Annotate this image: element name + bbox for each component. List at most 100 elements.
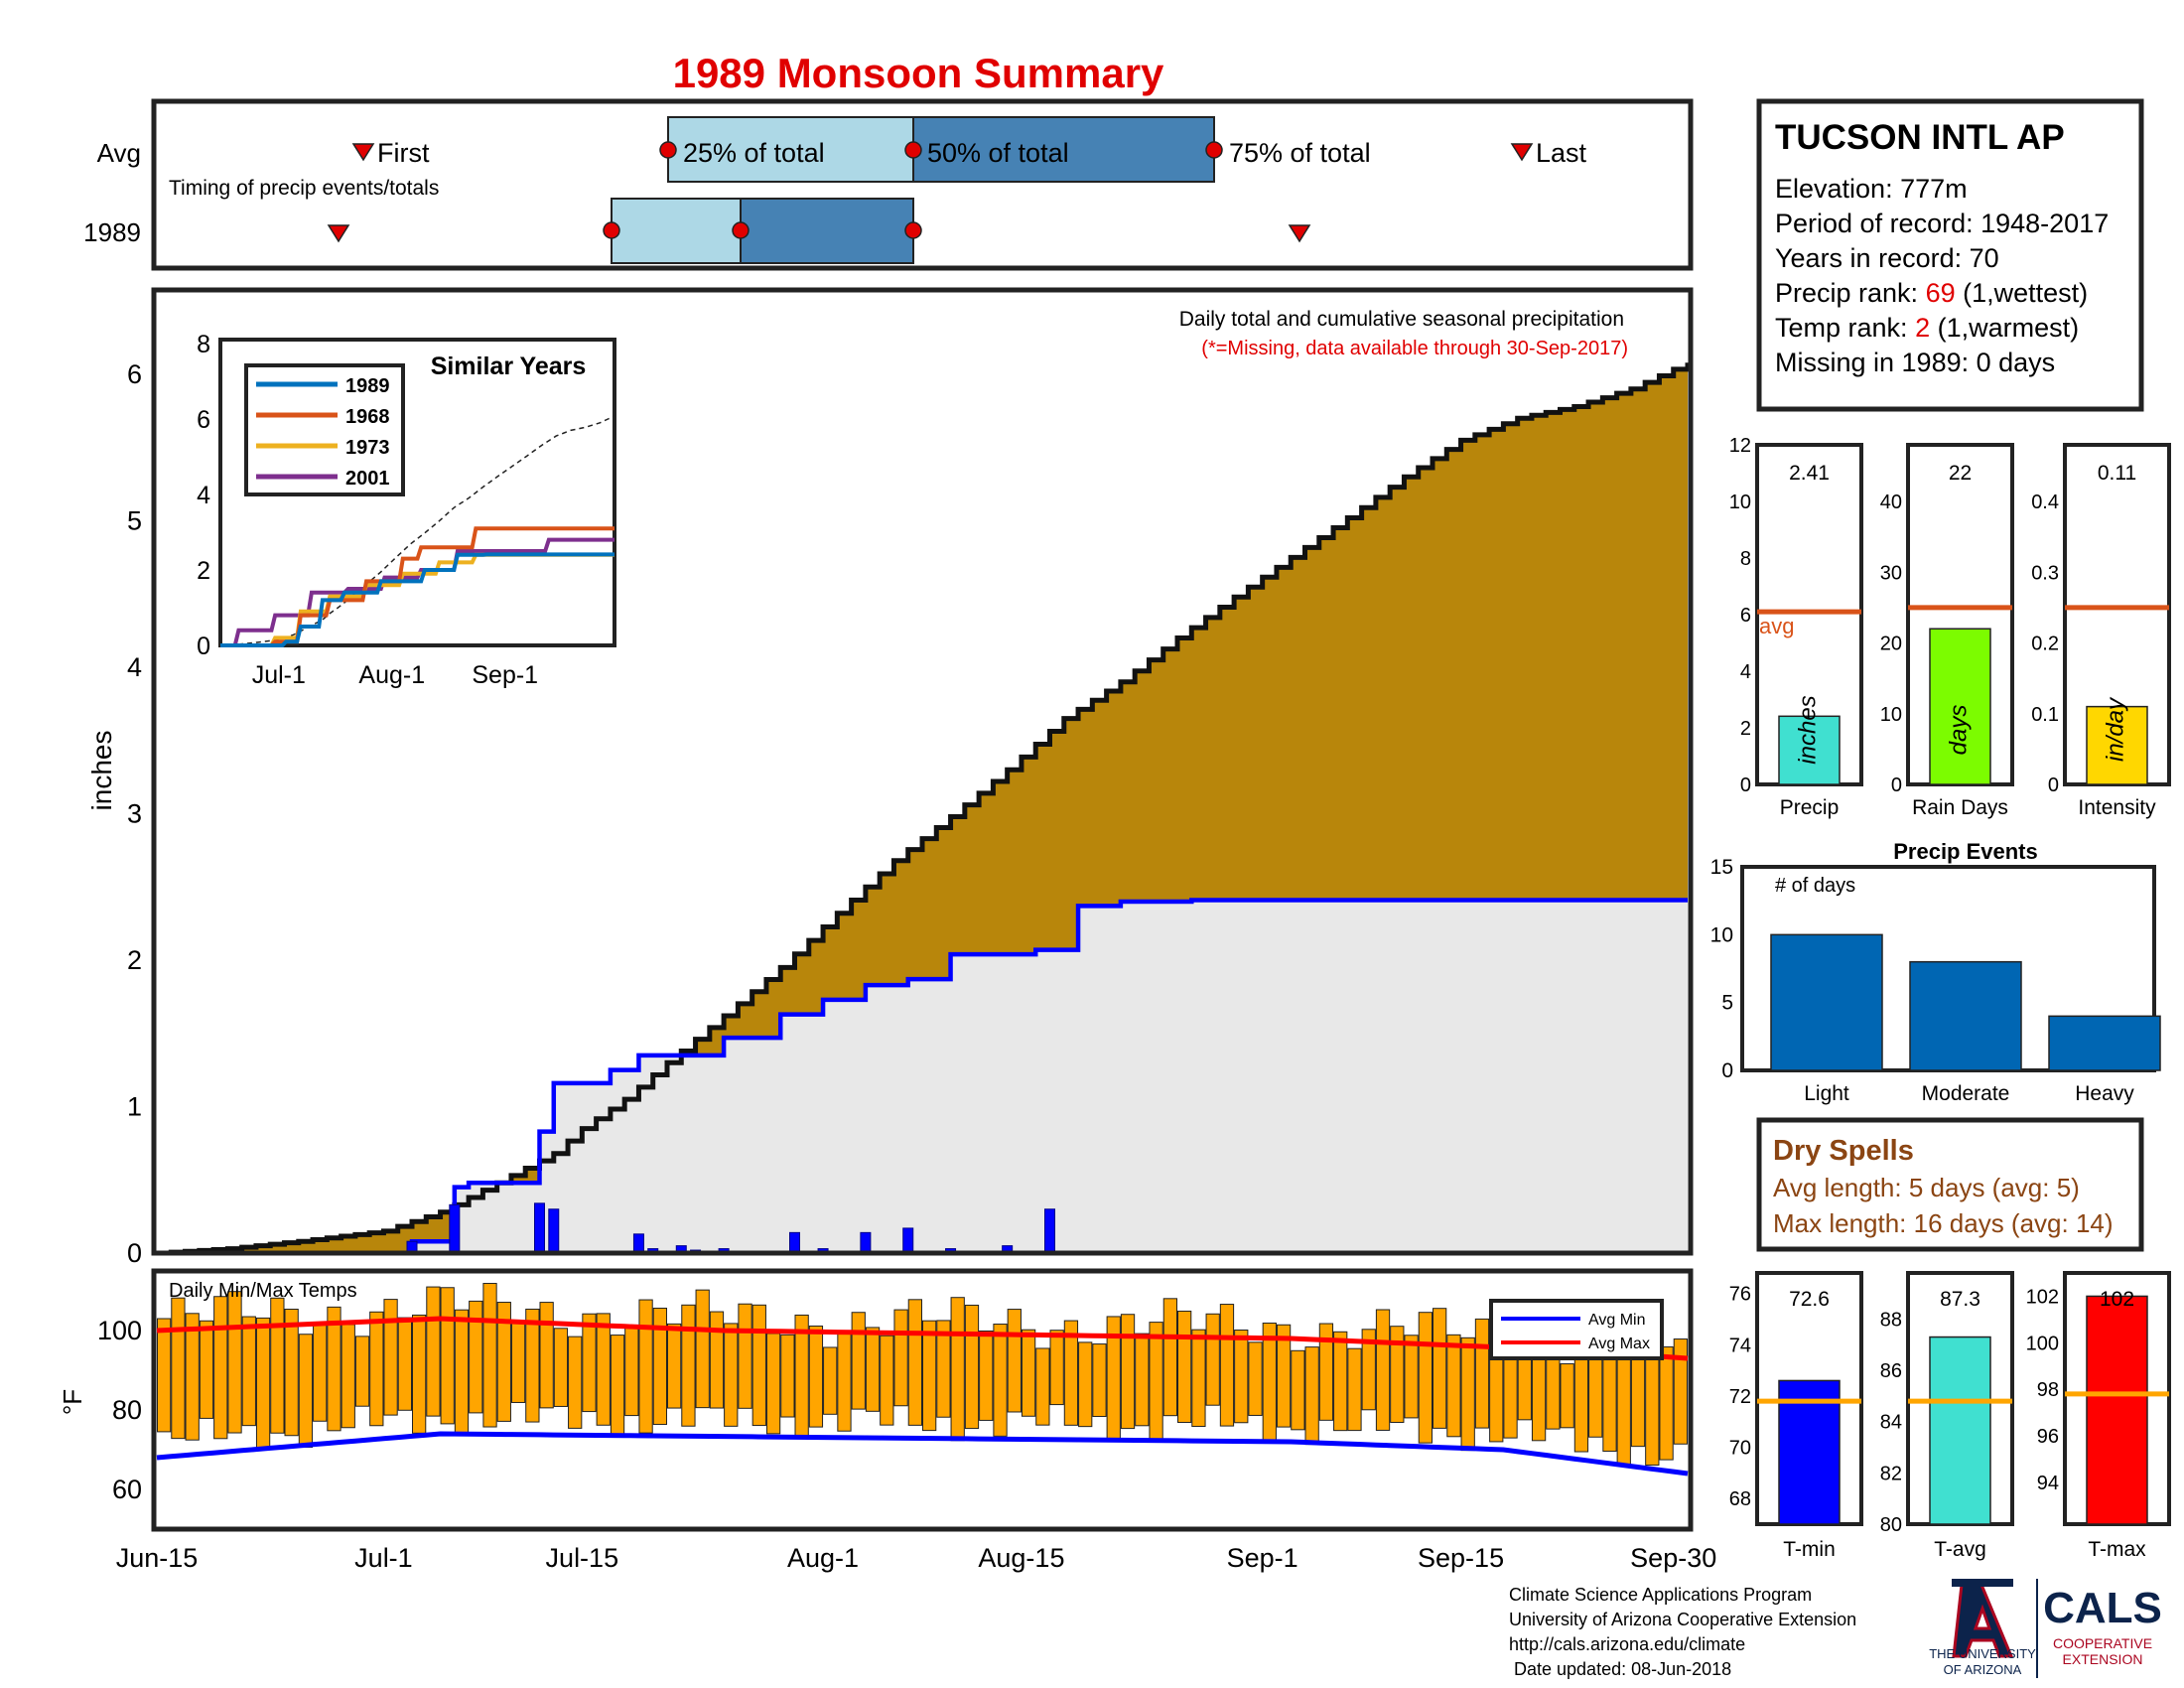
- inset-legend-1968: 1968: [345, 406, 390, 428]
- daily-precip-bar: [860, 1231, 872, 1254]
- daily-temp-bar: [596, 1313, 611, 1426]
- x-tick-label: Sep-30: [1630, 1543, 1716, 1573]
- timing-avg-p50-marker: [904, 141, 922, 159]
- y-tick-label: 2: [127, 945, 142, 975]
- daily-temp-bar: [681, 1304, 696, 1427]
- daily-temp-bar: [865, 1327, 881, 1412]
- precip-category-label: Precip: [1780, 796, 1840, 819]
- daily-temp-bar: [1262, 1323, 1277, 1442]
- daily-temp-bar: [936, 1320, 951, 1418]
- tmin-y-tick-label: 72: [1729, 1386, 1751, 1408]
- daily-temp-bar: [213, 1296, 228, 1440]
- y-tick-label: 5: [127, 506, 142, 536]
- inset-series-line-2001: [220, 537, 614, 647]
- daily-temp-bar: [327, 1306, 341, 1432]
- inset-x-tick-label: Jul-1: [252, 661, 306, 689]
- university-name-line-1: THE UNIVERSITY: [1929, 1646, 2036, 1661]
- precip-caption: Daily total and cumulative seasonal prec…: [1179, 308, 1624, 331]
- footer-credits: Climate Science Applications Program Uni…: [1509, 1585, 1856, 1679]
- daily-temp-bar: [808, 1325, 824, 1428]
- year-cumulative-line: [157, 898, 1688, 1256]
- timing-avg-50-75-box: [912, 116, 1215, 183]
- daily-temp-bar: [880, 1335, 894, 1426]
- raindays-frame: [1906, 443, 2014, 786]
- timing-p50-label: 50% of total: [927, 138, 1069, 168]
- daily-temp-bar: [1602, 1348, 1617, 1453]
- inset-y-tick-label: 4: [197, 482, 210, 509]
- x-tick-label: Aug-1: [787, 1543, 859, 1573]
- dry-spells-box: Dry Spells Avg length: 5 days (avg: 5) M…: [1756, 1117, 2144, 1252]
- daily-temp-bar: [624, 1325, 639, 1417]
- timing-avg-p25-marker: [659, 141, 677, 159]
- intensity-category-label: Intensity: [2078, 796, 2156, 819]
- daily-temp-bar: [738, 1303, 752, 1409]
- similar-years-inset: 0 2 4 6 8 Jul-1 Aug-1 Sep-1 Similar Years 1989 …: [197, 331, 616, 689]
- daily-temp-bar: [270, 1297, 285, 1434]
- daily-temp-bar: [1474, 1318, 1490, 1429]
- daily-temp-bar: [482, 1283, 497, 1428]
- station-name: TUCSON INTL AP: [1775, 118, 2065, 157]
- events-y-tick-label: 10: [1710, 923, 1733, 946]
- daily-temp-bar: [1162, 1298, 1177, 1417]
- raindays-value-bar: [1929, 628, 1991, 785]
- cals-logo-text: CALS: [2043, 1584, 2162, 1632]
- tmax-y-tick-label: 100: [2026, 1333, 2059, 1354]
- daily-temp-bar: [851, 1312, 866, 1410]
- tavg-y-tick-label: 82: [1880, 1463, 1902, 1484]
- inset-title: Similar Years: [431, 352, 587, 380]
- daily-temp-bar: [1149, 1322, 1163, 1442]
- daily-temp-bar: [185, 1313, 200, 1441]
- tmin-y-tick-label: 76: [1729, 1284, 1751, 1306]
- daily-temp-bar: [1021, 1329, 1036, 1417]
- daily-temp-bar: [893, 1309, 908, 1407]
- raindays-value-label: 22: [1949, 462, 1972, 485]
- raindays-y-tick-label: 40: [1880, 492, 1902, 513]
- daily-temp-bar: [199, 1320, 214, 1419]
- timing-year-25-50-box: [611, 198, 742, 264]
- daily-temp-bar: [157, 1318, 172, 1433]
- daily-temp-bar: [964, 1304, 980, 1430]
- daily-temp-bar: [397, 1317, 413, 1411]
- station-elevation: Elevation: 777m: [1775, 174, 1968, 204]
- raindays-stat-group: 0 10 20 30 40 22 days Rain Days: [1880, 443, 2014, 819]
- tmin-y-tick-label: 70: [1729, 1438, 1751, 1460]
- tmax-value-bar: [2086, 1295, 2148, 1525]
- footer-line-4: Date updated: 08-Jun-2018: [1509, 1659, 1731, 1679]
- tavg-y-tick-label: 86: [1880, 1360, 1902, 1382]
- events-category-label: Moderate: [1922, 1082, 2010, 1105]
- university-a-mark-icon: [1952, 1583, 2014, 1658]
- inset-legend-2001: 2001: [345, 468, 390, 490]
- daily-temp-bar: [709, 1311, 725, 1409]
- events-category-label: Heavy: [2075, 1082, 2134, 1105]
- daily-temp-bar: [1291, 1349, 1305, 1431]
- timing-avg-p75-marker: [1205, 141, 1223, 159]
- precip-y-tick-label: 6: [1740, 605, 1751, 627]
- cals-sub-line-2: EXTENSION: [2063, 1651, 2143, 1667]
- daily-precip-bar: [632, 1233, 644, 1254]
- y-tick-label: 0: [127, 1238, 142, 1268]
- daily-temp-bar: [1404, 1335, 1419, 1419]
- daily-temp-bar: [610, 1335, 625, 1437]
- intensity-y-tick-label: 0.4: [2031, 492, 2059, 513]
- inset-legend-1973: 1973: [345, 437, 390, 459]
- daily-temp-bar: [1361, 1329, 1376, 1411]
- daily-temp-bar: [1433, 1308, 1447, 1429]
- footer-line-3: http://cals.arizona.edu/climate: [1509, 1634, 1745, 1654]
- daily-temp-bar: [369, 1311, 384, 1427]
- inset-x-tick-label: Sep-1: [472, 661, 538, 689]
- daily-temp-bar: [1347, 1347, 1362, 1432]
- daily-temp-bar: [667, 1323, 682, 1409]
- date-x-axis: Jun-15 Jul-1 Jul-15 Aug-1 Aug-15 Sep-1 Sep-15 S…: [116, 1543, 1717, 1573]
- events-bar: [1909, 960, 2022, 1071]
- events-ylabel: # of days: [1775, 875, 1855, 897]
- daily-temp-bar: [1503, 1356, 1518, 1439]
- daily-temp-bar: [1035, 1347, 1050, 1426]
- daily-temp-bar: [1007, 1309, 1022, 1413]
- temp-plot-area: 60 80 100: [97, 1283, 1689, 1504]
- temp-legend-max: Avg Max: [1588, 1336, 1650, 1352]
- precip-plot-area: [157, 362, 1691, 1256]
- daily-precip-bar: [902, 1227, 914, 1254]
- footer-line-1: Climate Science Applications Program: [1509, 1585, 1812, 1605]
- daily-temp-bar: [907, 1299, 923, 1426]
